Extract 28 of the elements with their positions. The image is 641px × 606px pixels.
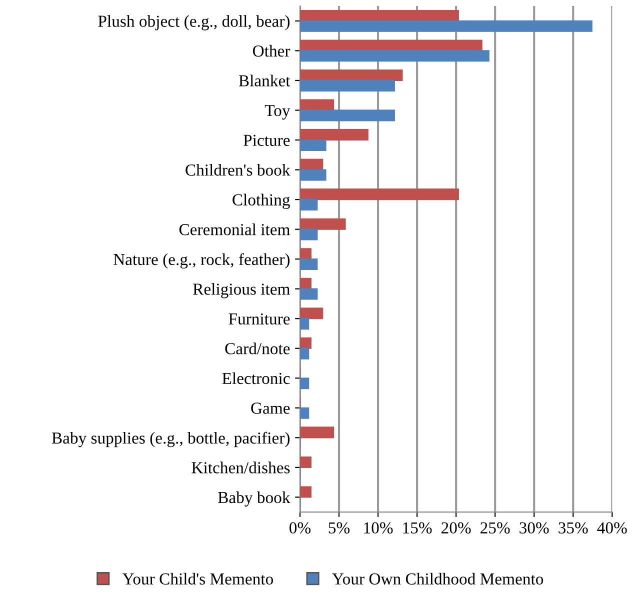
y-tick-label: Plush object (e.g., doll, bear) bbox=[98, 15, 290, 30]
y-tick-label: Ceremonial item bbox=[179, 224, 290, 236]
y-tick-label: Religious item bbox=[193, 283, 290, 298]
x-tick-label: 20% bbox=[442, 522, 471, 534]
y-tick-label: Clothing bbox=[232, 194, 290, 209]
y-tick-label: Furniture bbox=[228, 313, 290, 325]
y-tick-label: Baby supplies (e.g., bottle, pacifier) bbox=[52, 432, 290, 448]
x-tick-label: 35% bbox=[558, 522, 588, 534]
legend-label: Your Own Childhood Memento bbox=[332, 572, 544, 585]
y-tick-label: Picture bbox=[244, 134, 290, 146]
y-tick-label: Nature (e.g., rock, feather) bbox=[114, 253, 290, 269]
y-tick-label: Baby book bbox=[218, 491, 290, 507]
y-tick-label: Children's book bbox=[186, 164, 290, 176]
y-tick-label: Blanket bbox=[238, 74, 290, 86]
x-tick-label: 5% bbox=[328, 522, 350, 534]
y-tick-label: Toy bbox=[264, 105, 290, 120]
x-tick-label: 10% bbox=[364, 522, 393, 534]
legend-label: Your Child's Memento bbox=[122, 572, 273, 585]
y-tick-label: Other bbox=[253, 44, 290, 57]
y-tick-label: Kitchen/dishes bbox=[192, 462, 290, 474]
x-tick-label: 15% bbox=[403, 522, 432, 534]
x-tick-label: 30% bbox=[520, 522, 549, 534]
x-tick-label: 0% bbox=[290, 522, 311, 534]
x-tick-label: 25% bbox=[480, 522, 510, 534]
y-tick-label: Electronic bbox=[222, 372, 290, 384]
y-tick-label: Card/note bbox=[225, 342, 290, 354]
y-tick-label: Game bbox=[251, 402, 290, 414]
x-tick-label: 40% bbox=[597, 522, 627, 534]
